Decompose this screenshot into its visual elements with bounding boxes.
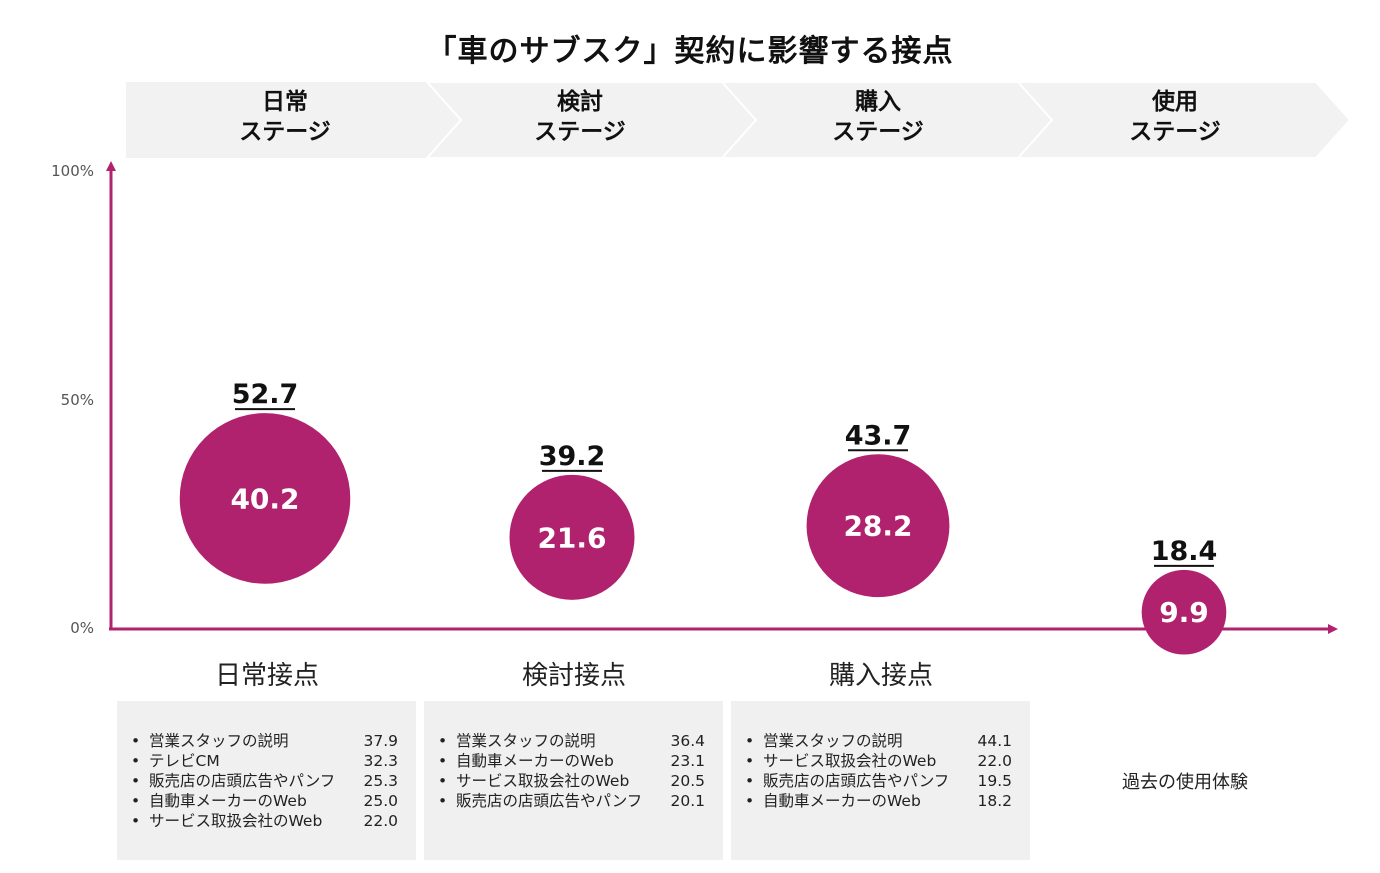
list-item-label: サービス取扱会社のWeb — [456, 772, 630, 790]
stage-label-2: 検討 ステージ — [534, 89, 626, 145]
list-item-label: 営業スタッフの説明 — [763, 732, 903, 750]
stage-label-3: 購入 ステージ — [832, 89, 924, 145]
y-tick-label: 50% — [60, 391, 94, 409]
list-item: • サービス取扱会社のWeb 20.5 — [438, 772, 705, 790]
y-tick-label: 0% — [70, 619, 94, 637]
past-experience-label: 過去の使用体験 — [1122, 772, 1248, 793]
bubble-series: 40.2 52.7 21.6 39.2 28.2 43.7 9.9 18.4 — [179, 379, 1227, 655]
list-item-label: 販売店の店頭広告やパンフ — [149, 772, 336, 790]
list-item: • 営業スタッフの説明 37.9 — [131, 732, 398, 750]
list-item: • 販売店の店頭広告やパンフ 25.3 — [131, 772, 398, 790]
touchpoint-box: • 営業スタッフの説明 36.4 • 自動車メーカーのWeb 23.1 • サービス取扱会… — [424, 701, 723, 860]
list-item-label: 営業スタッフの説明 — [149, 732, 289, 750]
list-item: • 自動車メーカーのWeb 23.1 — [438, 752, 705, 770]
bubble-value-label: 28.2 — [843, 510, 912, 543]
list-item-label: 営業スタッフの説明 — [456, 732, 596, 750]
stage-chevron-1 — [126, 82, 461, 158]
list-item-value: 22.0 — [977, 752, 1012, 770]
list-item-label: 自動車メーカーのWeb — [149, 792, 307, 810]
touchpoint-box: • 営業スタッフの説明 44.1 • サービス取扱会社のWeb 22.0 • 販売店の店頭… — [731, 701, 1030, 860]
stage-label-1: 日常 ステージ — [239, 89, 331, 145]
touchpoint-box: • 営業スタッフの説明 37.9 • テレビCM 32.3 • 販売店の店頭広告やパンフ 2… — [117, 701, 416, 860]
list-item: • サービス取扱会社のWeb 22.0 — [745, 752, 1012, 770]
list-item-value: 36.4 — [670, 732, 705, 750]
list-item-value: 22.0 — [363, 812, 398, 830]
list-item-value: 20.1 — [670, 792, 705, 810]
list-item-value: 20.5 — [670, 772, 705, 790]
list-item-label: テレビCM — [149, 752, 220, 770]
total-value-label: 52.7 — [232, 379, 299, 410]
list-item-label: サービス取扱会社のWeb — [763, 752, 937, 770]
chart-title: 「車のサブスク」契約に影響する接点 — [426, 34, 954, 69]
bubble — [509, 474, 635, 600]
list-item-label: 自動車メーカーのWeb — [456, 752, 614, 770]
list-item-value: 25.3 — [363, 772, 398, 790]
list-item-value: 19.5 — [977, 772, 1012, 790]
bubble-value-label: 21.6 — [537, 521, 606, 554]
bubble-value-label: 40.2 — [230, 482, 299, 515]
total-value-label: 18.4 — [1151, 536, 1218, 567]
touchpoint-title: 購入接点 — [828, 661, 933, 691]
touchpoint-title: 日常接点 — [214, 661, 319, 691]
list-item-label: 販売店の店頭広告やパンフ — [763, 772, 950, 790]
list-item-value: 18.2 — [977, 792, 1012, 810]
bubble — [1141, 569, 1227, 655]
list-item-value: 25.0 — [363, 792, 398, 810]
list-item: • 営業スタッフの説明 44.1 — [745, 732, 1012, 750]
list-item: • 自動車メーカーのWeb 18.2 — [745, 792, 1012, 810]
stage-chevron-4 — [1015, 81, 1352, 159]
y-tick-label: 100% — [51, 162, 94, 180]
list-item-value: 37.9 — [363, 732, 398, 750]
list-item-value: 32.3 — [363, 752, 398, 770]
bubble-value-label: 9.9 — [1159, 596, 1209, 629]
list-item-value: 44.1 — [977, 732, 1012, 750]
touchpoint-title: 検討接点 — [521, 661, 626, 691]
list-item-label: 自動車メーカーのWeb — [763, 792, 921, 810]
list-item: • 販売店の店頭広告やパンフ 19.5 — [745, 772, 1012, 790]
list-item: • テレビCM 32.3 — [131, 752, 398, 770]
stage-label-4: 使用 ステージ — [1129, 89, 1221, 145]
total-value-label: 43.7 — [845, 420, 912, 451]
list-item: • 販売店の店頭広告やパンフ 20.1 — [438, 792, 705, 810]
list-item-label: 販売店の店頭広告やパンフ — [456, 792, 643, 810]
bubble — [179, 413, 351, 584]
list-item: • サービス取扱会社のWeb 22.0 — [131, 812, 398, 830]
bubble — [806, 454, 950, 598]
list-item: • 自動車メーカーのWeb 25.0 — [131, 792, 398, 810]
total-value-label: 39.2 — [539, 441, 606, 472]
list-item-value: 23.1 — [670, 752, 705, 770]
list-item: • 営業スタッフの説明 36.4 — [438, 732, 705, 750]
list-item-label: サービス取扱会社のWeb — [149, 812, 323, 830]
